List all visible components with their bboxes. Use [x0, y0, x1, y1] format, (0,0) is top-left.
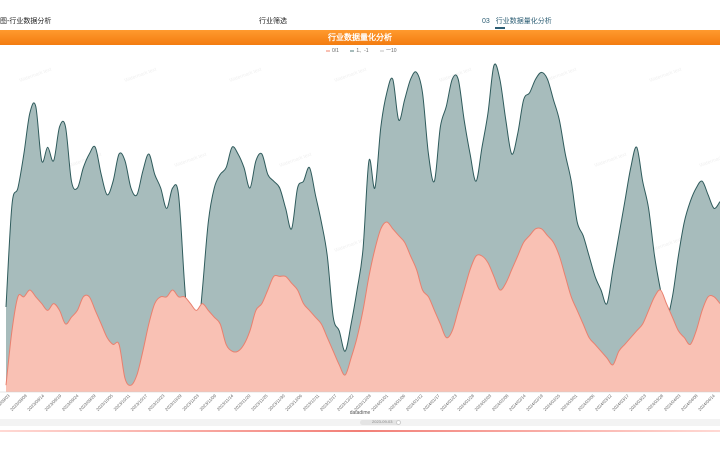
- legend-swatch: [350, 49, 355, 52]
- active-tab-indicator: [495, 27, 505, 29]
- x-tick-label: 2023/11/09: [199, 393, 218, 412]
- tab-quantitative-analysis[interactable]: 03 行业数据量化分析: [482, 16, 552, 26]
- legend-label: 1、-1: [356, 48, 369, 54]
- legend-swatch: [326, 49, 330, 52]
- watermark-text: Watermark text: [279, 152, 313, 169]
- tab-label: 行业数据量化分析: [495, 18, 552, 25]
- tab-industry-filter[interactable]: 行业筛选: [259, 16, 287, 26]
- x-axis-name: datadime: [349, 410, 371, 416]
- data-zoom-slider[interactable]: 2023-09-03: [0, 419, 720, 426]
- watermark-text: Watermark text: [649, 67, 683, 84]
- series-front-line: [5, 221, 720, 386]
- tab-bar: 图-行业数据分析 行业筛选 03 行业数据量化分析: [0, 0, 720, 30]
- slider-handle[interactable]: [396, 420, 401, 425]
- legend-label: 一10: [385, 48, 397, 54]
- area-chart: Watermark text Watermark text Watermark te…: [0, 52, 720, 422]
- legend-item[interactable]: 0/1: [326, 48, 339, 54]
- series-front-area: [6, 222, 720, 392]
- watermark-text: Watermark text: [124, 67, 158, 84]
- legend-label: 0/1: [332, 48, 339, 54]
- chart-svg: Watermark text Watermark text Watermark te…: [0, 63, 720, 412]
- x-tick-label: 2023/11/03: [181, 393, 200, 412]
- x-tick-label: 2023/11/14: [216, 393, 235, 412]
- watermark-text: Watermark text: [699, 152, 720, 169]
- x-tick-label: 2023/11/20: [233, 393, 252, 412]
- chart-legend: 0/1 1、-1 一10: [326, 47, 407, 55]
- slider-thumb[interactable]: [360, 420, 400, 425]
- tab-label: 行业筛选: [259, 18, 287, 25]
- legend-swatch: [379, 49, 384, 52]
- slider-label: 2023-09-03: [372, 419, 393, 424]
- legend-item[interactable]: 一10: [379, 47, 397, 54]
- watermark-text: Watermark text: [594, 152, 628, 169]
- x-tick-label: 2023/11/25: [250, 393, 269, 412]
- watermark-text: Watermark text: [19, 67, 53, 84]
- bottom-accent-line: [0, 430, 720, 432]
- series-back-line: [5, 63, 720, 365]
- tab-label: 图-行业数据分析: [0, 18, 52, 25]
- watermark-text: Watermark text: [229, 67, 263, 84]
- tab-number: 03: [482, 18, 490, 25]
- tab-industry-data-analysis[interactable]: 图-行业数据分析: [0, 16, 51, 26]
- watermark-text: Watermark text: [174, 152, 208, 169]
- section-title: 行业数据量化分析: [328, 33, 392, 42]
- section-title-bar: 行业数据量化分析: [0, 30, 720, 45]
- watermark-text: Watermark text: [544, 67, 578, 84]
- legend-item[interactable]: 1、-1: [350, 47, 369, 54]
- watermark-text: Watermark text: [334, 67, 368, 84]
